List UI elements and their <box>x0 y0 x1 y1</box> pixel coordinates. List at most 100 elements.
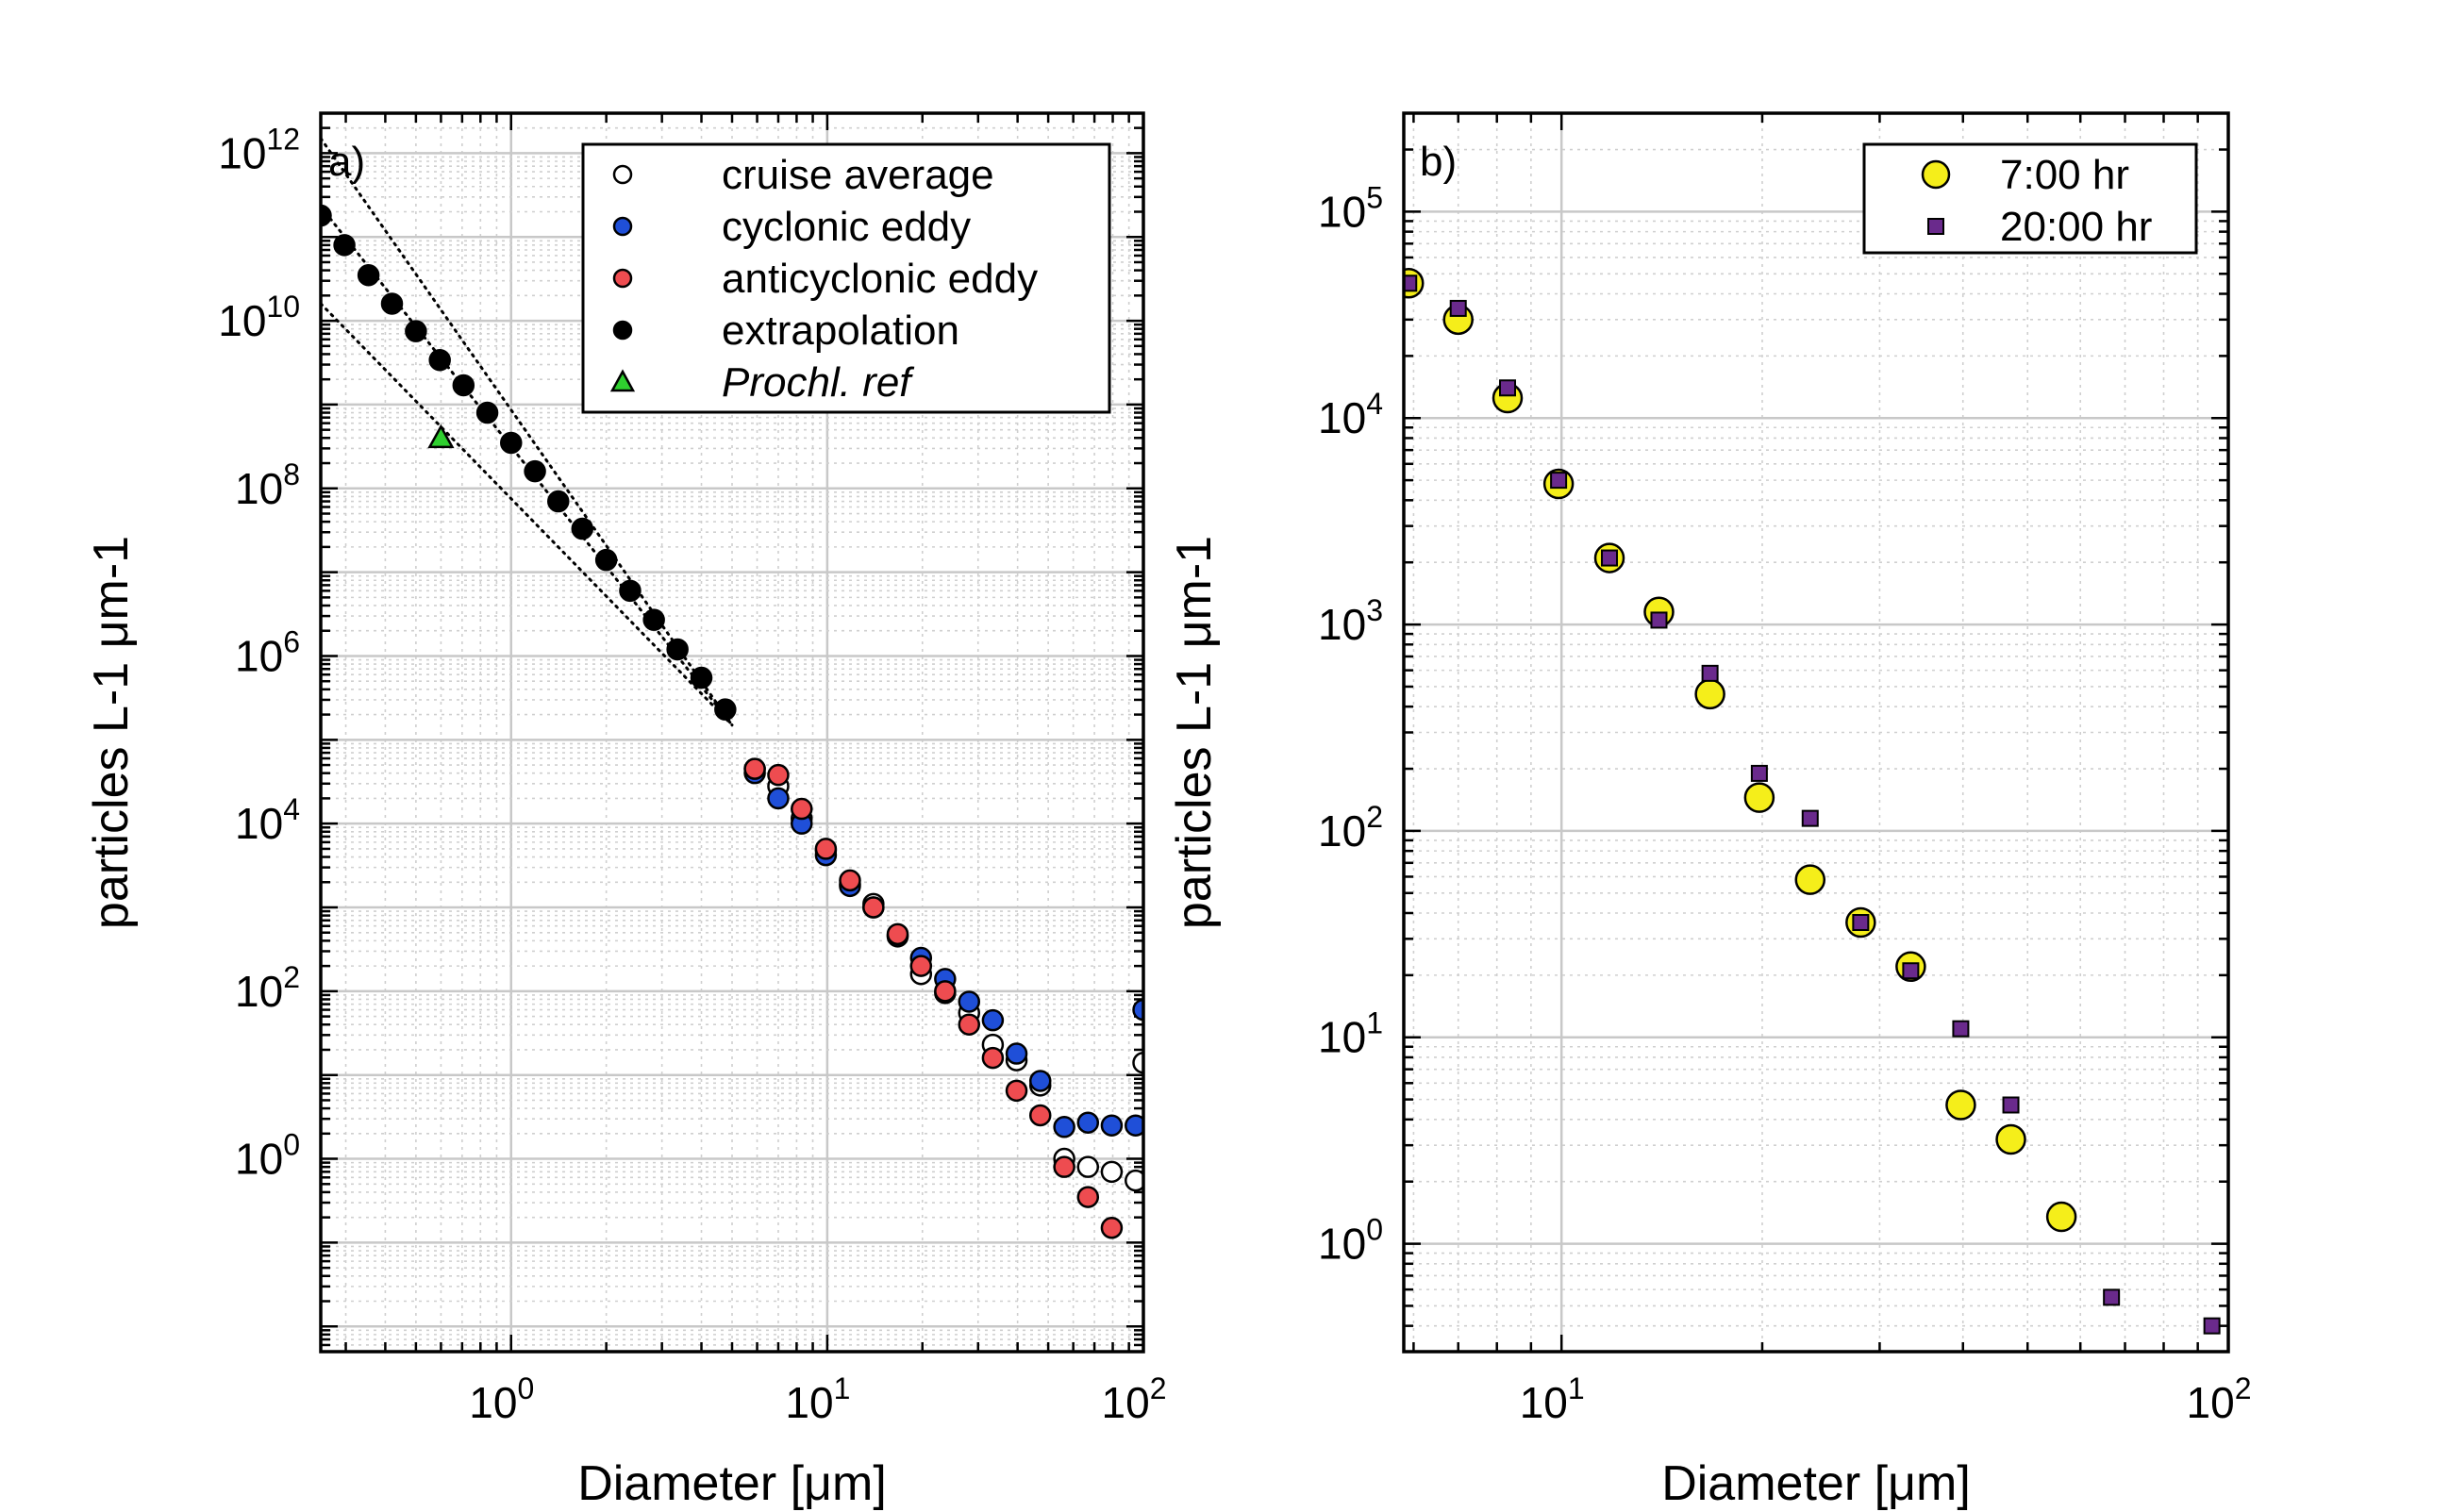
data-point <box>1650 611 1668 629</box>
y-tick-label: 102 <box>235 960 300 1016</box>
x-tick-label: 100 <box>469 1371 534 1427</box>
panel-label: a) <box>328 139 365 185</box>
data-point <box>1995 1123 2026 1155</box>
legend-marker <box>612 268 633 289</box>
data-point <box>1952 1020 1970 1038</box>
y-tick-label: 104 <box>1318 387 1383 442</box>
data-point <box>934 980 957 1003</box>
y-tick-label: 105 <box>1318 180 1383 236</box>
y-tick-exponent: 12 <box>266 122 300 156</box>
plot-frame <box>1402 111 2230 1354</box>
x-tick-exponent: 2 <box>1150 1371 1167 1405</box>
data-point <box>2103 1288 2121 1306</box>
plot-area <box>1404 268 2221 1335</box>
data-point <box>1028 1104 1052 1127</box>
y-tick-label: 1012 <box>218 122 300 177</box>
x-tick-label: 101 <box>785 1371 850 1427</box>
data-point <box>452 374 475 397</box>
y-tick-exponent: 5 <box>1366 180 1383 214</box>
legend-marker <box>1921 159 1951 190</box>
x-tick-label: 102 <box>2187 1371 2252 1427</box>
legend-marker <box>1927 218 1944 235</box>
legend-marker <box>612 216 633 237</box>
y-tick-label: 104 <box>235 792 300 848</box>
y-tick-label: 101 <box>1318 1006 1383 1062</box>
x-tick-exponent: 1 <box>834 1371 851 1405</box>
data-point <box>1750 764 1768 782</box>
y-tick-exponent: 0 <box>283 1128 300 1162</box>
data-point <box>547 490 570 513</box>
data-point <box>1053 1116 1075 1138</box>
series-20-00-hr <box>1404 274 2221 1335</box>
data-point <box>357 263 380 287</box>
grid <box>1404 113 2228 1352</box>
data-point <box>428 348 451 372</box>
y-tick-label: 1010 <box>218 290 300 345</box>
y-tick-exponent: 3 <box>1366 593 1383 627</box>
data-point <box>321 204 332 227</box>
data-point <box>2045 1201 2077 1233</box>
data-point <box>619 579 642 603</box>
y-tick-label: 100 <box>235 1128 300 1184</box>
data-point <box>1404 274 1418 292</box>
x-axis-label: Diameter [μm] <box>577 1456 887 1511</box>
y-tick-label: 108 <box>235 457 300 513</box>
data-point <box>714 698 737 721</box>
legend-label: extrapolation <box>722 307 959 354</box>
data-point <box>1100 1217 1124 1239</box>
y-tick-label: 103 <box>1318 593 1383 649</box>
y-tick-exponent: 8 <box>283 457 300 491</box>
data-point <box>1499 379 1517 397</box>
legend-marker <box>609 369 636 392</box>
tick-marks <box>1404 111 2230 1354</box>
series-anticyclonic-eddy <box>743 757 1124 1239</box>
data-point <box>909 955 933 977</box>
data-point <box>1945 1089 1976 1121</box>
data-point <box>524 459 546 483</box>
data-point <box>1125 1169 1143 1192</box>
legend: 7:00 hr 20:00 hr <box>1862 142 2198 255</box>
y-tick-exponent: 10 <box>266 290 300 324</box>
plot-area <box>321 137 1143 1239</box>
y-tick-exponent: 1 <box>1366 1006 1383 1040</box>
data-point <box>981 1046 1005 1070</box>
y-axis-label: particles L-1 μm-1 <box>84 536 139 929</box>
data-point <box>2002 1096 2020 1114</box>
data-point <box>571 517 594 540</box>
y-tick-exponent: 2 <box>283 960 300 994</box>
data-point <box>380 292 404 315</box>
data-point <box>1028 1070 1052 1092</box>
y-tick-exponent: 6 <box>283 624 300 658</box>
y-tick-exponent: 2 <box>1366 800 1383 834</box>
data-point <box>405 320 427 342</box>
data-point <box>1601 549 1619 567</box>
data-point <box>666 638 689 661</box>
data-point <box>862 896 885 919</box>
legend-marker <box>612 164 633 185</box>
x-axis-label: Diameter [μm] <box>1661 1456 1971 1511</box>
y-axis-label: particles L-1 μm-1 <box>1167 536 1222 929</box>
data-point <box>500 431 523 455</box>
x-tick-label: 102 <box>1102 1371 1167 1427</box>
legend-label: 7:00 hr <box>2000 152 2129 198</box>
legend: cruise average cyclonic eddy anticyclonic … <box>581 142 1111 414</box>
data-point <box>1902 962 1920 980</box>
x-tick-exponent: 0 <box>517 1371 534 1405</box>
series-cyclonic-eddy <box>743 761 1143 1138</box>
data-point <box>839 869 861 892</box>
reference-line <box>321 302 734 727</box>
data-point <box>1100 1160 1124 1184</box>
data-point <box>1132 1051 1143 1074</box>
legend-label: Prochl. ref <box>722 359 915 406</box>
data-point <box>1801 809 1819 827</box>
data-point <box>1100 1114 1124 1137</box>
legend-label: cyclonic eddy <box>722 204 971 250</box>
legend-box <box>581 142 1111 414</box>
data-point <box>594 548 618 572</box>
legend-label: anticyclonic eddy <box>722 256 1038 302</box>
data-point <box>333 234 356 257</box>
data-point <box>690 666 713 690</box>
data-point <box>1449 299 1467 317</box>
data-point <box>2203 1317 2221 1335</box>
